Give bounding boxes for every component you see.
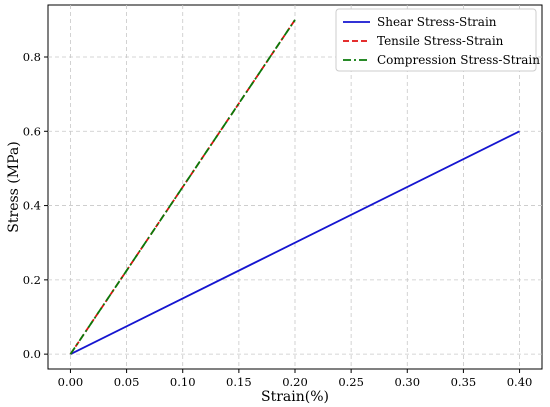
legend-label: Compression Stress-Strain [377, 53, 540, 67]
x-tick-label: 0.25 [338, 375, 364, 389]
x-tick-label: 0.05 [114, 375, 140, 389]
ticks-layer: 0.00 0.05 0.10 0.15 0.20 0.25 0.30 0.35 0.40 0.0 0… [23, 50, 533, 389]
x-tick-label: 0.30 [394, 375, 420, 389]
x-tick-label: 0.10 [170, 375, 196, 389]
legend-box [335, 8, 537, 72]
y-tick-label: 0.4 [23, 199, 41, 213]
series-layer [69, 19, 520, 355]
x-tick-label: 0.20 [282, 375, 308, 389]
y-tick-label: 0.8 [23, 50, 41, 64]
x-tick-label: 0.15 [226, 375, 252, 389]
x-tick-label: 0.40 [507, 375, 533, 389]
y-tick-label: 0.0 [23, 347, 41, 361]
legend-label: Shear Stress-Strain [377, 15, 497, 29]
x-axis-label: Strain(%) [261, 389, 329, 405]
y-axis-label: Stress (MPa) [6, 141, 22, 232]
y-tick-label: 0.2 [23, 273, 41, 287]
legend: Shear Stress-Strain Tensile Stress-Strain… [335, 8, 540, 72]
x-tick-label: 0.35 [451, 375, 477, 389]
y-tick-label: 0.6 [23, 124, 41, 138]
series-line-shear-stress-strain [70, 130, 520, 355]
series-line-compression-stress-strain [69, 19, 296, 355]
legend-label: Tensile Stress-Strain [377, 34, 504, 48]
x-tick-label: 0.00 [58, 375, 84, 389]
